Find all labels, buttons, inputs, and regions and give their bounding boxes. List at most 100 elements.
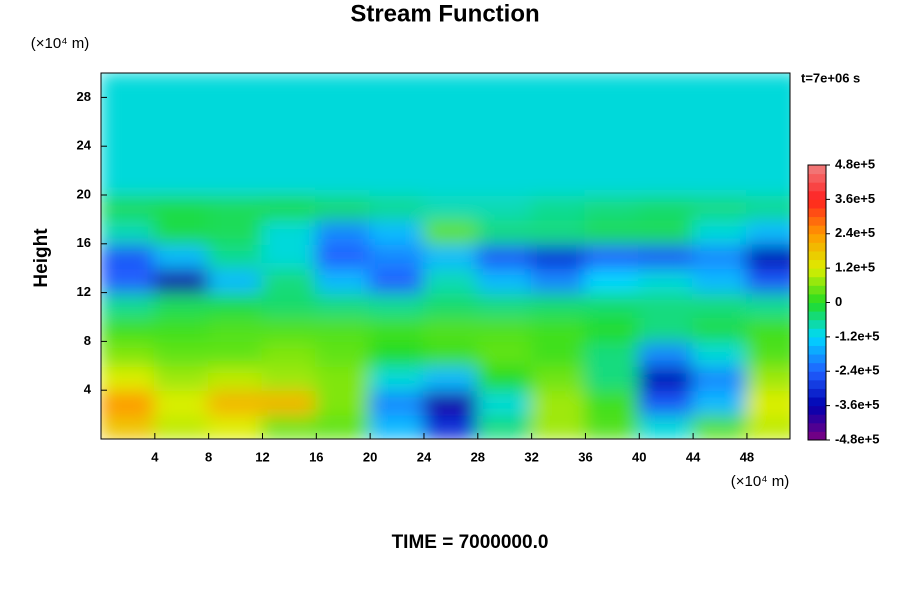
contour-cell (315, 145, 372, 172)
colorbar-tick-label: 3.6e+5 (835, 191, 875, 206)
contour-cell (153, 218, 210, 245)
contour-cell (584, 291, 641, 318)
contour-cell (369, 145, 425, 172)
contour-cell (422, 316, 479, 343)
contour-cell (153, 242, 210, 270)
time-annotation: t=7e+06 s (801, 70, 860, 85)
contour-cell (153, 389, 210, 416)
contour-cell (692, 242, 748, 270)
contour-cell (638, 413, 695, 439)
contour-cell (476, 242, 533, 270)
contour-cell (261, 267, 318, 294)
contour-cell (584, 340, 641, 367)
contour-cell (745, 291, 790, 318)
contour-cell (261, 96, 318, 123)
colorbar-tick-label: 1.2e+5 (835, 260, 875, 275)
contour-cell (261, 73, 318, 99)
contour-cell (530, 145, 587, 172)
colorbar-tick-label: 0 (835, 294, 842, 309)
colorbar-tick-label: 2.4e+5 (835, 225, 875, 240)
contour-cell (638, 340, 695, 367)
contour-cell (530, 169, 587, 196)
contour-cell (530, 218, 587, 245)
contour-cell (530, 413, 587, 439)
contour-cell (101, 291, 156, 318)
contour-cell (692, 145, 748, 172)
contour-cell (315, 267, 372, 294)
colorbar-swatch (808, 397, 826, 407)
colorbar-swatch (808, 250, 826, 261)
contour-cell (422, 413, 479, 439)
contour-cell (369, 96, 425, 123)
contour-cell (692, 389, 748, 416)
x-tick-label: 4 (151, 449, 159, 464)
contour-cell (638, 316, 695, 343)
axes: 4 8 12 16 20 24 28 32 36 40 44 484812162024284.8e+5… (77, 72, 879, 464)
contour-cell (584, 389, 641, 416)
colorbar-swatch (808, 216, 826, 226)
contour-cell (692, 96, 748, 123)
contour-cell (369, 340, 425, 367)
x-tick-label: 8 (205, 449, 212, 464)
contour-cell (476, 218, 533, 245)
contour-cell (207, 389, 264, 416)
contour-cell (101, 316, 156, 343)
contour-cell (369, 169, 425, 196)
y-tick-label: 24 (77, 138, 92, 153)
x-tick-label: 20 (363, 449, 377, 464)
contour-cell (153, 291, 210, 318)
contour-cell (101, 96, 156, 123)
colorbar-tick-label: -1.2e+5 (835, 328, 879, 343)
contour-cell (153, 316, 210, 343)
contour-cell (584, 364, 641, 392)
contour-cell (153, 267, 210, 294)
x-tick-label: 48 (740, 449, 754, 464)
contour-cell (207, 413, 264, 439)
contour-cell (153, 194, 210, 221)
colorbar-swatch (808, 431, 826, 441)
contour-cell (530, 242, 587, 270)
colorbar-swatch (808, 225, 826, 235)
contour-cell (745, 413, 790, 439)
contour-cell (261, 364, 318, 392)
contour-cell (422, 389, 479, 416)
colorbar-swatch (808, 165, 826, 175)
contour-cell (692, 73, 748, 99)
colorbar-swatch (808, 173, 826, 183)
contour-cell (207, 340, 264, 367)
contour-cell (638, 267, 695, 294)
contour-cell (530, 291, 587, 318)
contour-cell (369, 120, 425, 148)
y-label: Height (31, 228, 52, 288)
contour-cell (476, 389, 533, 416)
contour-cell (207, 145, 264, 172)
colorbar-swatch (808, 182, 826, 192)
contour-cell (476, 291, 533, 318)
contour-cell (638, 291, 695, 318)
contour-cell (369, 364, 425, 392)
colorbar-swatch (808, 233, 826, 243)
contour-cell (315, 316, 372, 343)
contour-cell (638, 169, 695, 196)
contour-cell (207, 291, 264, 318)
colorbar-swatch (808, 207, 826, 218)
contour-cell (315, 194, 372, 221)
contour-cell (745, 364, 790, 392)
contour-cell (638, 364, 695, 392)
contour-cell (692, 291, 748, 318)
contour-cell (101, 413, 156, 439)
contour-cell (422, 242, 479, 270)
contour-cell (207, 218, 264, 245)
contour-cell (638, 218, 695, 245)
colorbar-swatch (808, 414, 826, 424)
colorbar-swatch (808, 422, 826, 432)
contour-field (101, 73, 790, 439)
contour-cell (638, 120, 695, 148)
contour-cell (153, 145, 210, 172)
x-tick-label: 28 (471, 449, 485, 464)
cells (101, 73, 790, 439)
contour-cell (638, 96, 695, 123)
contour-cell (476, 267, 533, 294)
contour-cell (101, 120, 156, 148)
